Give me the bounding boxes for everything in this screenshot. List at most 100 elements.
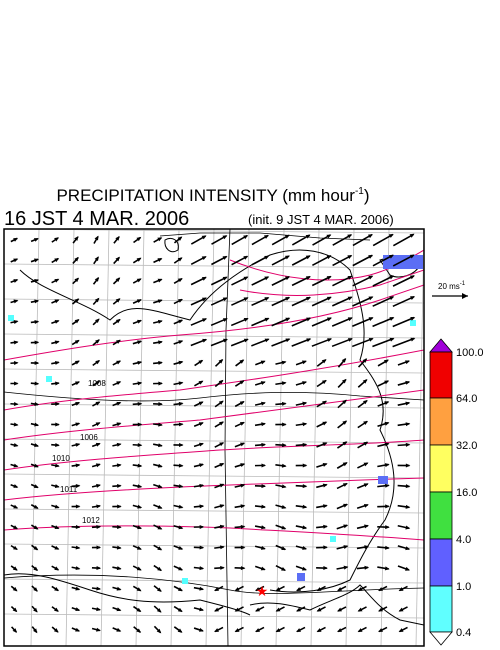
wind-arrowhead bbox=[301, 360, 307, 365]
wind-arrowhead bbox=[136, 299, 142, 303]
wind-arrowhead bbox=[116, 586, 122, 591]
wind-arrowhead bbox=[75, 422, 81, 427]
wind-arrowhead bbox=[239, 359, 245, 364]
wind-arrowhead bbox=[33, 628, 38, 634]
wind-arrowhead bbox=[178, 319, 184, 324]
wind-arrowhead bbox=[326, 276, 332, 280]
precip-cell bbox=[297, 573, 305, 581]
wind-arrowhead bbox=[363, 503, 369, 508]
wind-arrowhead bbox=[255, 628, 261, 632]
wind-arrowhead bbox=[178, 422, 184, 427]
wind-arrowhead bbox=[136, 587, 142, 592]
wind-arrowhead bbox=[323, 545, 328, 550]
wind-arrowhead bbox=[116, 381, 122, 386]
wind-arrowhead bbox=[199, 463, 205, 468]
wind-arrowhead bbox=[385, 545, 390, 550]
wind-arrow bbox=[372, 254, 394, 267]
wind-arrow bbox=[372, 296, 394, 307]
wind-arrow bbox=[392, 337, 415, 348]
wind-arrowhead bbox=[12, 607, 18, 613]
wind-arrowhead bbox=[261, 422, 266, 427]
wind-arrowhead bbox=[137, 463, 143, 468]
wind-arrowhead bbox=[388, 254, 394, 259]
wind-arrowhead bbox=[95, 422, 101, 427]
wind-arrowhead bbox=[281, 484, 287, 489]
wind-arrowhead bbox=[178, 545, 184, 550]
graticule-line bbox=[4, 613, 424, 619]
wind-arrowhead bbox=[116, 339, 121, 344]
wind-arrowhead bbox=[55, 422, 60, 427]
wind-arrowhead bbox=[157, 319, 163, 324]
wind-arrowhead bbox=[33, 238, 39, 242]
latitude-line bbox=[159, 232, 371, 241]
wind-arrowhead bbox=[198, 359, 204, 365]
wind-arrowhead bbox=[177, 257, 183, 262]
wind-arrowhead bbox=[158, 422, 163, 427]
wind-arrowhead bbox=[94, 318, 100, 324]
wind-arrowhead bbox=[385, 504, 390, 509]
wind-arrowhead bbox=[282, 422, 287, 427]
wind-arrowhead bbox=[388, 233, 394, 238]
wind-arrowhead bbox=[275, 587, 281, 591]
wind-arrowhead bbox=[243, 276, 249, 281]
wind-arrowhead bbox=[198, 380, 204, 385]
colorbar-segment bbox=[429, 444, 453, 493]
graticule-line bbox=[380, 229, 390, 646]
colorbar-label: 16.0 bbox=[456, 487, 477, 499]
wind-scale-label: 20 ms-1 bbox=[438, 281, 466, 291]
wind-arrowhead bbox=[157, 546, 163, 551]
wind-arrowhead bbox=[240, 545, 246, 550]
wind-arrowhead bbox=[75, 483, 81, 488]
island bbox=[164, 237, 179, 253]
wind-arrowhead bbox=[178, 504, 184, 509]
wind-arrowhead bbox=[323, 566, 328, 571]
graticule-line bbox=[205, 229, 215, 646]
wind-arrowhead bbox=[260, 360, 266, 365]
wind-arrowhead bbox=[260, 381, 266, 385]
wind-arrowhead bbox=[55, 443, 60, 448]
wind-arrowhead bbox=[13, 422, 19, 427]
wind-arrowhead bbox=[201, 235, 207, 240]
wind-arrowhead bbox=[260, 545, 266, 550]
wind-arrow bbox=[392, 233, 415, 247]
wind-arrowhead bbox=[96, 627, 101, 632]
coastline bbox=[4, 573, 251, 616]
wind-arrowhead bbox=[178, 381, 184, 386]
wind-arrowhead bbox=[383, 359, 389, 364]
wind-arrowhead bbox=[364, 545, 370, 550]
wind-arrow bbox=[392, 254, 415, 267]
wind-arrowhead bbox=[178, 566, 184, 571]
graticule-line bbox=[4, 368, 424, 374]
wind-arrowhead bbox=[95, 442, 101, 447]
wind-arrowhead bbox=[368, 234, 373, 239]
wind-arrowhead bbox=[157, 566, 162, 572]
wind-arrowhead bbox=[239, 380, 245, 385]
wind-arrowhead bbox=[326, 234, 332, 239]
wind-arrow bbox=[352, 275, 373, 287]
wind-arrowhead bbox=[198, 422, 204, 426]
wind-arrowhead bbox=[201, 256, 207, 261]
wind-arrowhead bbox=[75, 545, 81, 550]
wind-arrowhead bbox=[343, 503, 349, 508]
wind-arrowhead bbox=[137, 340, 143, 345]
colorbar-label: 0.4 bbox=[456, 627, 471, 639]
wind-arrow bbox=[352, 233, 373, 247]
wind-arrowhead bbox=[240, 504, 246, 509]
wind-arrowhead bbox=[94, 235, 99, 241]
wind-arrowhead bbox=[281, 381, 287, 386]
graticule-line bbox=[310, 229, 320, 646]
wind-arrowhead bbox=[239, 422, 245, 426]
wind-arrowhead bbox=[240, 566, 246, 571]
wind-arrowhead bbox=[33, 463, 39, 468]
colorbar-segment bbox=[429, 351, 453, 399]
wind-arrowhead bbox=[378, 607, 384, 612]
wind-arrowhead bbox=[323, 504, 328, 509]
wind-arrowhead bbox=[137, 484, 143, 489]
wind-arrowhead bbox=[362, 379, 368, 384]
colorbar-over bbox=[429, 338, 453, 353]
wind-arrowhead bbox=[74, 277, 80, 283]
wind-arrowhead bbox=[116, 422, 122, 427]
wind-arrow bbox=[372, 316, 394, 328]
wind-arrowhead bbox=[177, 587, 183, 592]
wind-arrowhead bbox=[222, 297, 228, 302]
